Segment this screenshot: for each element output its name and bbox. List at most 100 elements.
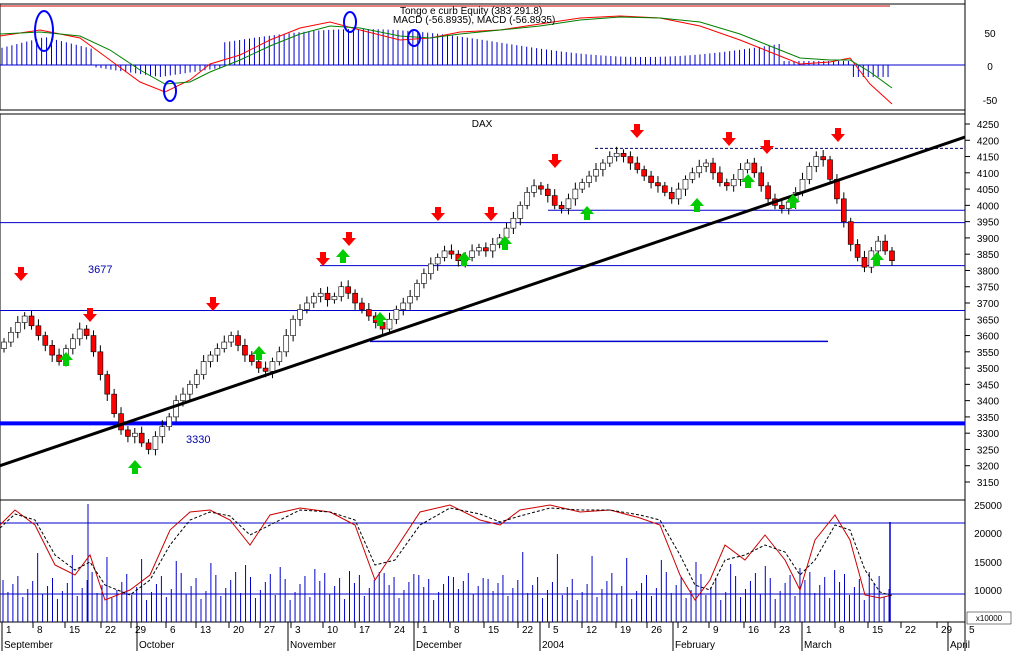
- month-label: October: [139, 640, 175, 651]
- candle-body: [338, 286, 345, 297]
- candle-body: [28, 315, 35, 327]
- price-tick: 3300: [977, 429, 1000, 440]
- candle-body: [104, 374, 111, 395]
- support-lines: [0, 147, 965, 426]
- day-label: 10: [327, 625, 339, 636]
- day-label: 12: [586, 625, 598, 636]
- sell-arrow-icon: [14, 267, 28, 281]
- candle-body: [730, 179, 737, 187]
- candle-body: [710, 162, 716, 174]
- candle-body: [118, 413, 124, 431]
- trend-line: [0, 135, 966, 468]
- candle-body: [152, 436, 159, 450]
- price-tick: 3400: [977, 397, 1000, 408]
- candle-body: [21, 315, 28, 323]
- candle-body: [214, 348, 221, 356]
- candle-body: [386, 318, 393, 330]
- stochastic-k-line: [0, 504, 893, 601]
- sell-arrow-icon: [831, 128, 845, 142]
- candle-body: [820, 156, 826, 161]
- candle-body: [558, 205, 565, 209]
- candle-body: [854, 244, 861, 258]
- candle-body: [889, 250, 895, 261]
- candle-body: [476, 247, 482, 252]
- price-tick: 3850: [977, 250, 1000, 261]
- buy-arrow-icon: [786, 194, 800, 208]
- candle-body: [421, 273, 427, 284]
- candle-body: [813, 156, 820, 167]
- price-tick: 3350: [977, 413, 1000, 424]
- price-tick: 3450: [977, 380, 1000, 391]
- candle-body: [441, 250, 448, 258]
- candle-body: [668, 192, 675, 200]
- macd-tick: 50: [984, 29, 996, 40]
- candle-body: [545, 188, 551, 196]
- day-label: 15: [69, 625, 81, 636]
- volume-panel: 25000 20000 15000 10000 x10000: [0, 501, 1012, 625]
- candle-body: [634, 162, 641, 170]
- candle-body: [70, 338, 76, 349]
- day-label: 17: [359, 625, 371, 636]
- circle-marker: [163, 80, 177, 102]
- day-label: 19: [620, 625, 632, 636]
- day-label: 5: [553, 625, 559, 636]
- candle-body: [8, 331, 14, 343]
- equity-label: Tongo e curb Equity (383 291.8): [400, 6, 542, 17]
- candle-body: [751, 162, 758, 174]
- sell-arrow-icon: [206, 297, 220, 311]
- candle-body: [359, 302, 365, 310]
- month-label: April: [950, 640, 970, 651]
- candle-body: [606, 156, 613, 164]
- candle-body: [662, 185, 668, 193]
- candle-body: [145, 442, 152, 450]
- price-tick: 3800: [977, 266, 1000, 277]
- day-label: 8: [37, 625, 43, 636]
- circle-marker: [343, 11, 357, 33]
- candle-body: [572, 188, 579, 200]
- candle-body: [262, 367, 269, 372]
- candle-body: [345, 286, 351, 294]
- buy-arrow-icon: [252, 346, 266, 360]
- candle-body: [675, 188, 682, 200]
- candle-body: [655, 182, 661, 187]
- month-label: March: [804, 640, 832, 651]
- sell-arrow-icon: [722, 132, 736, 146]
- price-axis: 4250 4200 4150 4100 4050 4000 3950 3900 3850 3800…: [965, 120, 1000, 489]
- candle-body: [276, 351, 283, 362]
- candle-body: [600, 162, 606, 170]
- candle-body: [682, 179, 689, 190]
- candle-body: [723, 182, 730, 187]
- candle-body: [517, 205, 524, 219]
- volume-bars: [2, 504, 891, 622]
- buy-arrow-icon: [373, 312, 387, 326]
- circle-marker: [34, 10, 54, 52]
- candle-body: [111, 393, 117, 414]
- day-label: 2: [682, 625, 688, 636]
- candle-body: [235, 335, 241, 346]
- candle-body: [579, 182, 586, 190]
- candle-body: [847, 221, 854, 245]
- candle-body: [696, 166, 703, 174]
- candle-body: [131, 432, 138, 437]
- signal-line: [0, 16, 893, 89]
- volume-tick: 25000: [974, 501, 1002, 512]
- candle-body: [14, 322, 21, 333]
- candle-body: [489, 244, 496, 252]
- buy-arrow-icon: [870, 252, 884, 266]
- candle-body: [269, 361, 276, 372]
- buy-arrow-icon: [741, 174, 755, 188]
- candle-body: [310, 296, 317, 304]
- candle-body: [1, 341, 7, 349]
- price-tick: 4200: [977, 136, 1000, 147]
- candle-body: [173, 400, 179, 418]
- price-tick: 3600: [977, 332, 1000, 343]
- candle-body: [255, 361, 262, 369]
- sell-arrow-icon: [760, 140, 774, 154]
- buy-arrow-icon: [336, 249, 350, 263]
- day-label: 22: [105, 625, 117, 636]
- candle-body: [35, 325, 42, 336]
- candle-body: [283, 335, 290, 353]
- candle-body: [841, 198, 847, 222]
- day-label: 6: [170, 625, 176, 636]
- candle-body: [207, 354, 214, 362]
